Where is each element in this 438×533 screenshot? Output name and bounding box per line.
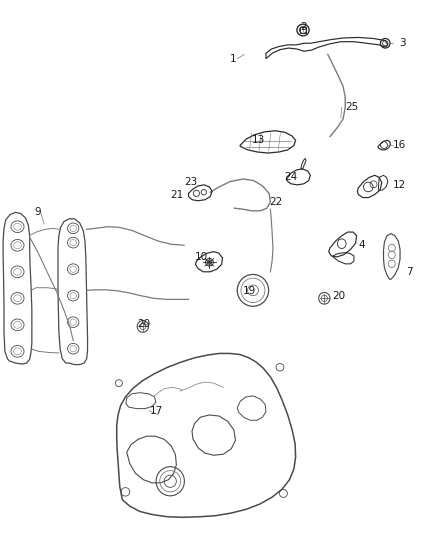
- Text: 10: 10: [195, 252, 208, 262]
- Text: 20: 20: [137, 319, 150, 329]
- Text: 16: 16: [393, 140, 406, 150]
- Text: 12: 12: [393, 180, 406, 190]
- Text: 21: 21: [170, 190, 184, 200]
- Text: 2: 2: [300, 22, 307, 33]
- Text: 7: 7: [406, 267, 413, 277]
- Text: 20: 20: [332, 291, 345, 301]
- Text: 19: 19: [243, 286, 256, 296]
- Text: 24: 24: [284, 172, 297, 182]
- Text: 23: 23: [184, 176, 197, 187]
- Text: 25: 25: [345, 102, 358, 112]
- Text: 1: 1: [230, 54, 237, 63]
- Text: 17: 17: [149, 406, 162, 416]
- Text: 9: 9: [34, 207, 41, 217]
- Text: 3: 3: [399, 38, 406, 48]
- Text: 4: 4: [358, 240, 365, 251]
- Text: 22: 22: [269, 197, 283, 207]
- Text: 13: 13: [251, 135, 265, 146]
